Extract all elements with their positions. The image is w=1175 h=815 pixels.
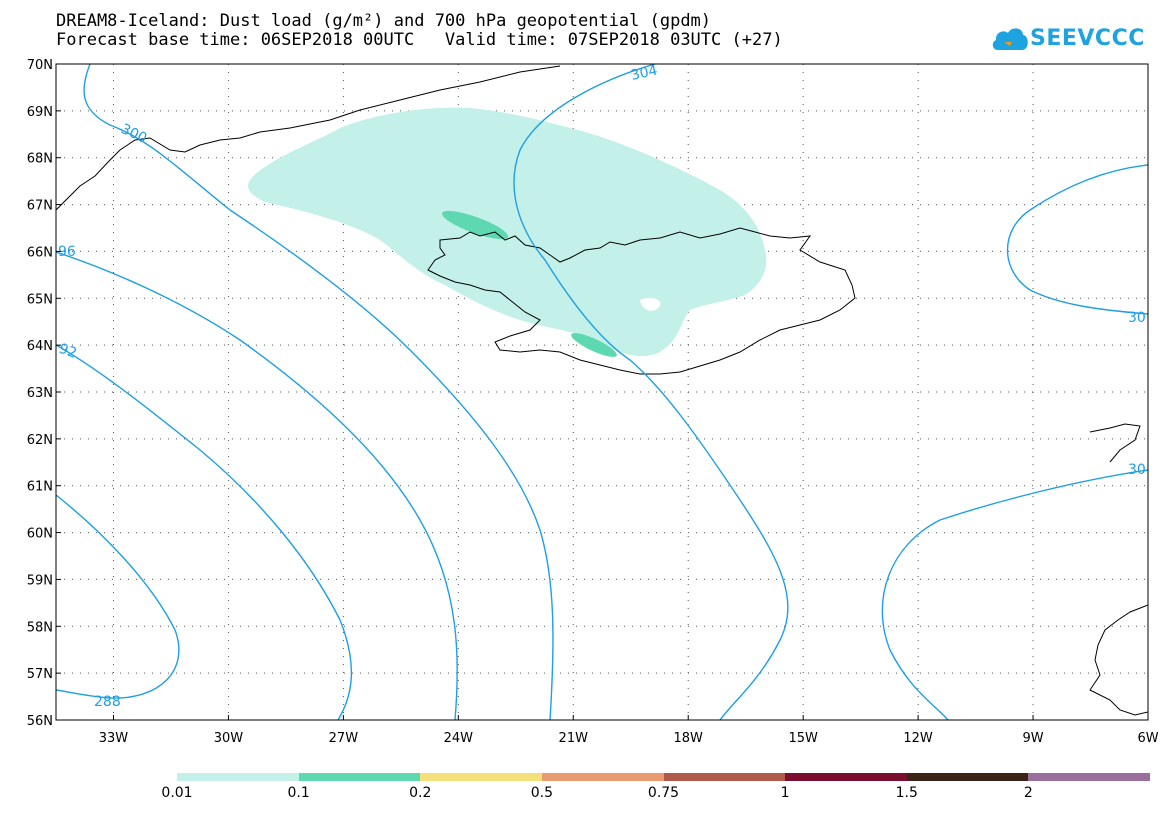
iceland-coast [427,227,856,375]
colorbar-swatch [906,773,1029,781]
lat-label: 58N [27,620,53,635]
lon-label: 6W [1137,731,1158,746]
dust-patch-south [571,333,617,357]
colorbar-label: 0.5 [530,785,554,801]
lat-label: 65N [27,292,53,307]
contour-292 [56,344,353,720]
geopotential-contours [56,64,1148,720]
lat-label: 64N [27,339,53,354]
lat-label: 57N [27,667,53,682]
colorbar-swatch [663,773,786,781]
lon-label: 30W [214,731,244,746]
lat-label: 61N [27,480,53,495]
lon-label: 33W [99,731,129,746]
map-title: DREAM8-Iceland: Dust load (g/m²) and 700… [56,11,712,31]
lon-label: 24W [444,731,474,746]
colorbar-label: 0.2 [409,785,432,801]
lat-label: 66N [27,245,53,260]
lon-label: 21W [559,731,589,746]
contour-east-upper [1006,164,1148,315]
colorbar-swatch [177,773,299,781]
colorbar-label: 0.1 [287,785,310,801]
lat-label: 69N [27,105,53,120]
colorbar-swatch [1028,773,1151,781]
colorbar-label: 0.01 [161,785,193,801]
logo-text: SEEVCCC [1030,26,1145,51]
seevccc-logo: SEEVCCC [990,22,1160,58]
contour-label: 304 [630,63,660,84]
lat-label: 60N [27,527,53,542]
colorbar-swatch [420,773,543,781]
colorbar-label: 0.75 [647,785,680,801]
longitude-labels: 33W 30W 27W 24W 21W 18W 15W 12W 9W 6W [99,715,1159,746]
lon-label: 18W [674,731,704,746]
contour-label: 288 [94,694,121,710]
lat-label: 62N [27,433,53,448]
contour-296 [56,251,458,720]
dust-plume-low [248,107,767,357]
contour-east-lower [881,469,1148,720]
latitude-labels: 70N 69N 68N 67N 66N 65N 64N 63N 62N 61N 60N 59N 58N 5… [27,58,61,729]
forecast-time-line: Forecast base time: 06SEP2018 00UTC Vali… [56,30,783,50]
contour-304 [513,64,789,720]
greenland-coast [56,65,561,211]
dust-plume-hole [640,298,661,311]
lon-label: 12W [903,731,933,746]
lon-label: 15W [788,731,818,746]
coastlines [56,65,1148,716]
contour-300 [83,64,554,720]
scotland-coast [1089,604,1148,716]
lat-label: 63N [27,386,53,401]
colorbar-swatch [541,773,664,781]
lat-label: 59N [27,573,53,588]
contour-label: 30 [1128,310,1146,326]
contour-label: 30 [1128,462,1146,478]
lon-label: 9W [1022,731,1043,746]
colorbar-swatch [298,773,421,781]
colorbar-label: 1 [780,785,790,801]
colorbar-swatch [785,773,908,781]
colorbar-label: 1.5 [895,785,918,801]
colorbar-label: 2 [1023,785,1033,801]
lat-label: 68N [27,152,53,167]
faroe-shetland-coast [1089,423,1141,463]
map-grid [56,64,1148,720]
lat-label: 67N [27,199,53,214]
dust-patch-northwest [441,210,509,240]
contour-label: 96 [58,244,76,260]
lat-label: 56N [27,714,53,729]
contour-label: 92 [57,341,79,362]
lon-label: 27W [329,731,359,746]
cloud-icon [992,28,1028,50]
contour-288 [56,494,180,699]
lat-label: 70N [27,58,53,73]
